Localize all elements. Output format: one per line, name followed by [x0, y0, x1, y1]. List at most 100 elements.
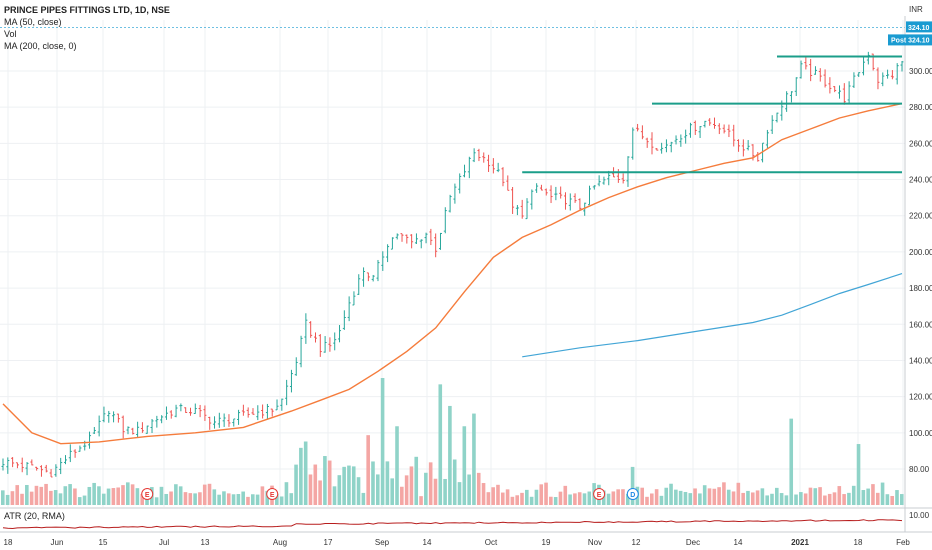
price-tick-label: 160.00 — [909, 320, 932, 329]
volume-bar — [678, 490, 683, 505]
volume-bar — [683, 491, 688, 505]
volume-bar — [770, 493, 774, 505]
event-marker-label: E — [270, 492, 275, 499]
volume-bar — [842, 494, 846, 505]
volume-bar — [885, 494, 890, 505]
volume-bar — [452, 459, 457, 505]
event-marker — [141, 488, 154, 500]
volume-bar — [135, 488, 140, 505]
volume-bar — [351, 466, 356, 505]
price-tick-label: 200.00 — [909, 248, 932, 257]
volume-bar — [68, 484, 72, 505]
atr-legend: ATR (20, RMA) — [4, 511, 65, 521]
volume-legend: Vol — [4, 29, 17, 39]
volume-bar — [467, 474, 471, 505]
volume-bar — [789, 418, 794, 505]
volume-bar — [698, 493, 702, 505]
volume-bar — [611, 491, 616, 505]
volume-bar — [140, 493, 145, 505]
volume-bar — [92, 482, 96, 505]
volume-bar — [77, 497, 82, 505]
volume-bar — [871, 484, 875, 505]
price-tick-label: 280.00 — [909, 103, 932, 112]
time-tick-label: 19 — [542, 538, 551, 547]
volume-bar — [712, 488, 717, 505]
volume-bar — [188, 493, 193, 505]
price-tick-label: 180.00 — [909, 284, 932, 293]
volume-bar — [313, 464, 318, 505]
symbol-title: PRINCE PIPES FITTINGS LTD, 1D, NSE — [4, 5, 170, 15]
volume-bar — [827, 493, 832, 505]
volume-bar — [895, 490, 899, 505]
volume-bar — [87, 486, 92, 505]
volume-bar — [674, 489, 678, 505]
event-marker-label: E — [145, 492, 150, 499]
time-tick-label: 2021 — [791, 538, 809, 547]
volume-bar — [837, 486, 842, 505]
volume-bar — [1, 490, 5, 505]
volume-bar — [784, 495, 789, 505]
volume-bar — [486, 492, 491, 505]
volume-bar — [539, 484, 544, 505]
volume-bar — [299, 447, 303, 505]
volume-bar — [337, 475, 342, 505]
volume-bar — [125, 482, 130, 505]
volume-bar — [10, 491, 15, 505]
volume-bar — [693, 488, 697, 505]
time-tick-label: 12 — [632, 538, 641, 547]
volume-bar — [544, 482, 548, 505]
volume-bar — [241, 491, 245, 505]
volume-bar — [866, 488, 870, 505]
volume-bar — [875, 492, 880, 505]
volume-bar — [303, 441, 308, 505]
volume-bar — [275, 493, 279, 505]
price-tick-label: 300.00 — [909, 67, 932, 76]
volume-bar — [308, 474, 313, 505]
volume-bar — [332, 486, 337, 505]
volume-bar — [222, 491, 226, 505]
volume-bar — [534, 489, 539, 505]
volume-bar — [491, 487, 495, 505]
volume-bar — [529, 496, 534, 505]
volume-bar — [289, 493, 294, 505]
volume-bar — [563, 485, 568, 505]
time-tick-label: 18 — [4, 538, 13, 547]
volume-bar — [462, 426, 467, 505]
volume-bar — [101, 493, 106, 505]
time-tick-label: 18 — [854, 538, 863, 547]
volume-bar — [736, 482, 741, 505]
volume-bar — [111, 488, 116, 505]
volume-bar — [73, 488, 77, 505]
volume-bar — [246, 496, 250, 505]
volume-bar — [366, 435, 370, 505]
volume-bar — [294, 464, 298, 505]
volume-bar — [726, 489, 731, 505]
volume-bar — [803, 493, 808, 505]
ma200-legend: MA (200, close, 0) — [4, 41, 77, 51]
volume-bar — [231, 494, 236, 505]
volume-bar — [457, 482, 462, 505]
time-tick-label: 14 — [734, 538, 743, 547]
volume-bar — [640, 487, 644, 505]
volume-bar — [573, 493, 577, 505]
volume-bar — [260, 486, 265, 505]
volume-bar — [419, 496, 423, 505]
volume-bar — [707, 488, 712, 505]
volume-bar — [861, 490, 866, 505]
volume-bar — [856, 444, 861, 505]
volume-bar — [34, 485, 39, 505]
volume-bar — [731, 491, 736, 505]
volume-bar — [722, 482, 726, 505]
time-tick-label: Jul — [159, 538, 169, 547]
ma200-line — [522, 273, 903, 358]
volume-bar — [265, 490, 270, 505]
atr-line — [2, 519, 903, 530]
volume-bar — [63, 486, 68, 505]
volume-bar — [582, 493, 587, 505]
event-marker — [266, 488, 279, 500]
volume-bar — [375, 474, 380, 505]
volume-bar — [400, 486, 404, 505]
volume-bar — [779, 493, 784, 505]
post-market-label: Post 324.10 — [891, 37, 930, 44]
